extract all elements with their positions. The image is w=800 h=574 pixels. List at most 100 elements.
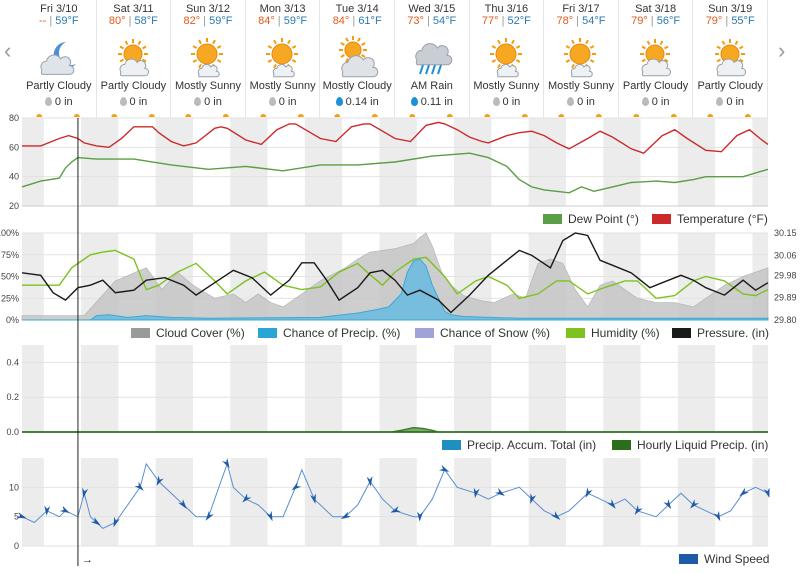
wind-arrow-head [90,517,101,526]
sun-ray [590,45,595,49]
wind-direction-arrow [550,511,561,521]
sun-marker-icon [521,114,528,117]
day-header[interactable]: Fri 3/17 78° | 54°F Mostly Sunny 0 in [544,0,619,120]
rain-icon [415,43,453,75]
night-band [22,118,44,206]
day-condition: Mostly Cloudy [322,80,392,92]
temp-separator: | [349,15,359,27]
partly-cloudy-icon [117,39,149,77]
legend-label: Hourly Liquid Precip. (in) [637,438,769,452]
wind-axis-tick: 0 [14,541,19,551]
wind-arrow-head [156,475,164,486]
day-temps: 78° | 54°F [544,15,618,28]
sun-marker-icon [73,114,80,117]
wind-arrow-head [690,499,699,509]
day-header[interactable]: Sun 3/12 82° | 59°F Mostly Sunny 0 in [171,0,246,120]
day-header[interactable]: Fri 3/10 -- | 59°F Partly Cloudy 0 in [22,0,97,120]
day-header[interactable]: Thu 3/16 77° | 52°F Mostly Sunny 0 in [470,0,545,120]
sun-ray [497,63,501,69]
sun-markers [558,114,603,117]
sun-ray [198,63,203,69]
legend-item[interactable]: Humidity (%) [566,326,660,340]
day-header[interactable]: Sat 3/18 79° | 56°F Partly Cloudy 0 in [619,0,694,120]
day-temps: 79° | 56°F [619,15,693,28]
day-low-temp: 55°F [731,15,755,27]
wind-direction-arrow [90,517,101,526]
night-band [155,458,193,546]
sun-marker-icon [633,114,640,117]
temp-separator: | [647,15,657,27]
day-precip: 0 in [693,96,767,108]
mostly-sunny-icon [266,38,299,78]
legend-item[interactable]: Pressure. (in) [672,326,769,340]
wind-direction-arrow [340,511,352,520]
wind-arrow-head [713,510,721,522]
legend-item[interactable]: Hourly Liquid Precip. (in) [612,438,768,452]
sun-markers [334,114,379,117]
day-header[interactable]: Tue 3/14 84° | 61°F Mostly Cloudy 0.14 in [320,0,395,120]
wind-arrow-head [550,511,561,521]
legend-swatch [672,328,691,338]
mostly-cloudy-icon [338,36,378,78]
day-header[interactable]: Wed 3/15 73° | 54°F AM Rain 0.11 in [395,0,470,120]
next-days-arrow[interactable]: › [778,38,786,63]
night-band [304,345,343,432]
day-header[interactable]: Mon 3/13 84° | 59°F Mostly Sunny 0 in [246,0,321,120]
raindrop-icon [641,97,649,106]
legend-label: Cloud Cover (%) [156,326,245,340]
wind-direction-arrow [156,475,164,486]
legend-item[interactable]: Dew Point (°) [543,212,639,226]
wind-arrow-head [16,512,27,519]
day-header[interactable]: Sun 3/19 79° | 55°F Partly Cloudy 0 in [693,0,768,120]
legend-item[interactable]: Wind Speed [679,552,769,566]
legend-item[interactable]: Precip. Accum. Total (in) [442,438,596,452]
sun-ray [721,40,726,45]
sun-ray [590,59,595,63]
partly-cloudy-icon [714,39,746,77]
wind-direction-arrow [438,464,450,472]
sun-ray [664,45,669,50]
sun-ray [664,58,669,63]
prev-days-arrow[interactable]: ‹ [4,38,12,63]
sun-marker-icon [745,114,752,117]
percent-axis-tick: 100% [0,228,19,238]
day-date: Sat 3/11 [113,3,154,15]
day-header[interactable]: Sat 3/11 80° | 58°F Partly Cloudy 0 in [97,0,172,120]
wind-arrow-head [739,487,749,497]
night-band [22,458,44,546]
legend-item[interactable]: Chance of Snow (%) [415,326,550,340]
pressure-axis-tick: 30.06 [774,250,797,260]
sun-ray [119,58,124,63]
legend-item[interactable]: Cloud Cover (%) [131,326,245,340]
sun-ray [267,59,273,63]
day-low-temp: 52°F [507,15,531,27]
wind-arrow-head [291,481,302,491]
partly-cloudy-icon [640,39,672,77]
sun-ray [198,39,203,45]
night-band [155,345,193,432]
day-date: Sun 3/19 [708,3,753,15]
sun-ray [511,39,515,45]
wind-direction-arrow [205,510,214,521]
legend-item[interactable]: Chance of Precip. (%) [258,326,400,340]
sun-ray [585,39,590,45]
sun-ray [340,54,345,58]
temp-separator: | [46,15,56,27]
legend-label: Humidity (%) [591,326,660,340]
raindrop-icon [335,97,343,106]
legend-swatch [612,440,631,450]
sun-ray [137,40,142,45]
sun-marker-icon [36,114,43,117]
legend-item[interactable]: Temperature (°F) [652,212,768,226]
night-band [454,345,492,432]
sun-ray [515,45,521,49]
percent-axis-tick: 50% [1,272,19,282]
sun-ray [738,45,744,50]
night-band [22,345,44,432]
sun-marker-icon [596,114,603,117]
chance-precip-area [22,258,769,321]
wind-direction-arrow [690,499,699,509]
sun-ray [738,58,744,63]
sun-ray [716,58,721,63]
